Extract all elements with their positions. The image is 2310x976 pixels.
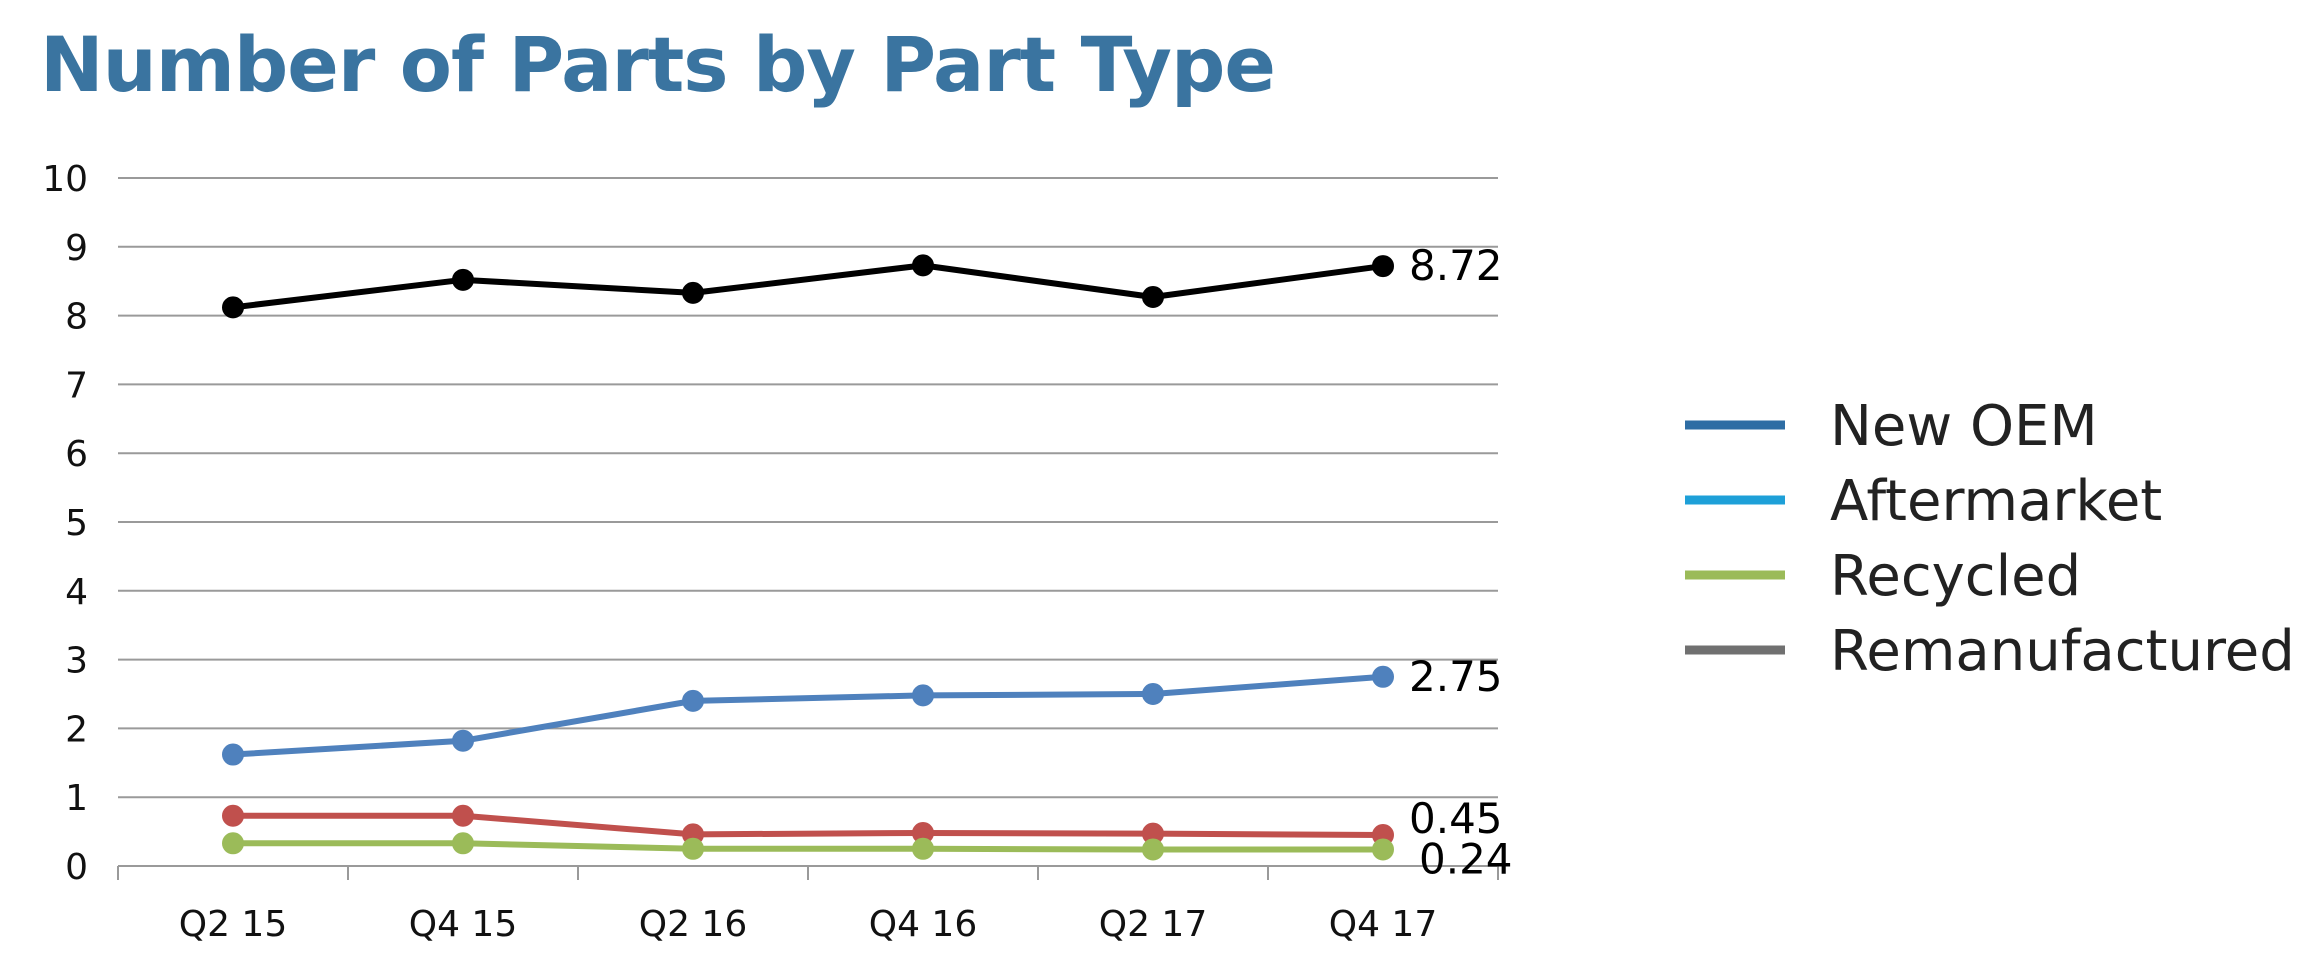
data-point[interactable] [222,804,244,827]
series-line-1 [230,673,1386,758]
x-tick-label: Q2 15 [179,904,288,945]
data-point[interactable] [452,729,474,752]
data-point[interactable] [452,268,474,291]
legend-item[interactable]: Remanufactured [1685,619,2295,684]
legend-label: New OEM [1830,394,2098,459]
y-tick-label: 1 [65,778,88,819]
y-tick-label: 6 [65,434,88,475]
data-label: 0.24 [1419,834,1513,883]
y-tick-label: 2 [65,709,88,750]
y-tick-label: 9 [65,228,88,269]
legend-label: Aftermarket [1830,469,2162,534]
series-layer [222,254,1394,861]
y-tick-label: 7 [65,365,88,406]
data-point[interactable] [912,837,934,860]
legend-item[interactable]: New OEM [1685,394,2098,459]
legend[interactable]: New OEM Aftermarket Recycled Remanufactured [1685,394,2295,684]
data-point[interactable] [682,281,704,304]
x-tick-label: Q4 17 [1329,904,1438,945]
legend-item[interactable]: Aftermarket [1685,469,2162,534]
data-point[interactable] [222,743,244,766]
y-tick-label: 5 [65,503,88,544]
data-point[interactable] [682,837,704,860]
axes [117,865,1499,880]
chart-title: Number of Parts by Part Type [40,20,1276,109]
data-point[interactable] [1372,838,1394,861]
data-point[interactable] [222,296,244,319]
data-point[interactable] [912,254,934,277]
data-point[interactable] [1372,255,1394,278]
data-label: 8.72 [1409,241,1503,290]
x-tick-label: Q4 16 [869,904,978,945]
data-point[interactable] [1142,838,1164,861]
data-point[interactable] [1372,665,1394,688]
data-point[interactable] [1142,683,1164,705]
data-label: 0.45 [1409,794,1503,843]
data-labels: 8.72 2.75 0.450.24 [1409,241,1513,883]
data-point[interactable] [682,689,704,712]
gridlines [118,177,1498,799]
legend-label: Recycled [1830,544,2081,609]
series-line-0 [230,262,1386,311]
data-label: 2.75 [1409,652,1503,701]
series-line-3 [230,840,1386,853]
data-point[interactable] [452,832,474,855]
y-tick-label: 3 [65,641,88,682]
data-point[interactable] [452,804,474,827]
y-tick-label: 0 [65,847,88,888]
legend-label: Remanufactured [1830,619,2295,684]
y-axis-ticks: 0 1 2 3 4 5 6 7 8 9 10 [42,159,88,888]
x-tick-label: Q2 17 [1099,904,1208,945]
data-point[interactable] [1142,286,1164,309]
y-tick-label: 8 [65,297,88,338]
data-point[interactable] [222,832,244,855]
series-line-2 [230,812,1386,839]
x-tick-label: Q2 16 [639,904,748,945]
x-tick-label: Q4 15 [409,904,518,945]
y-tick-label: 10 [42,159,88,200]
data-point[interactable] [912,684,934,707]
legend-item[interactable]: Recycled [1685,544,2081,609]
x-axis-ticks: Q2 15 Q4 15 Q2 16 Q4 16 Q2 17 Q4 17 [179,904,1438,945]
y-tick-label: 4 [65,572,88,613]
